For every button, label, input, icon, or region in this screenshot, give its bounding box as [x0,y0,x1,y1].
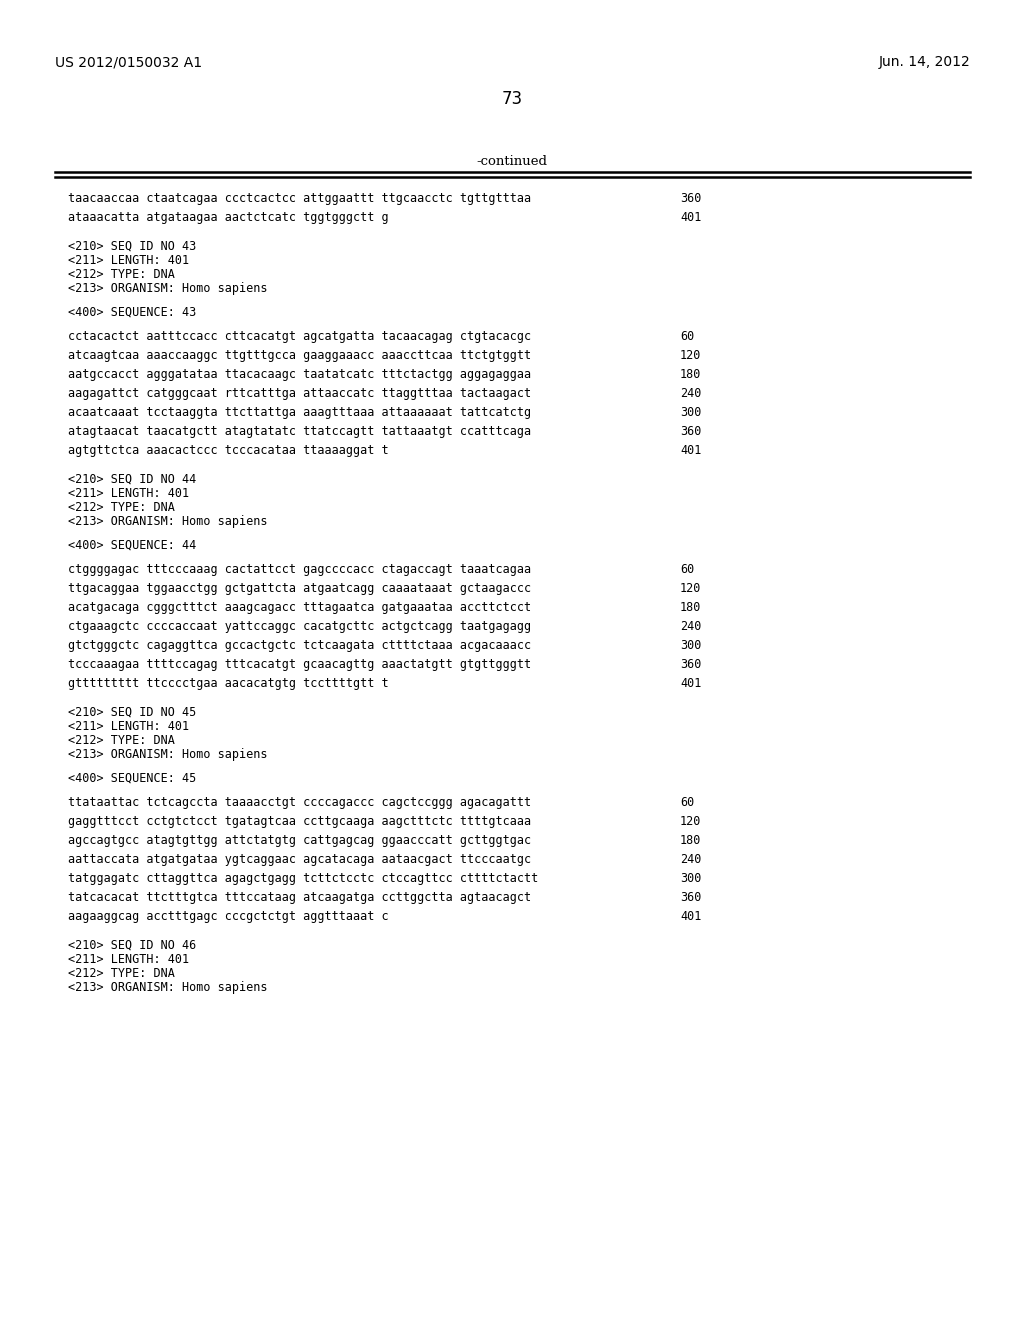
Text: <400> SEQUENCE: 45: <400> SEQUENCE: 45 [68,772,197,785]
Text: <400> SEQUENCE: 44: <400> SEQUENCE: 44 [68,539,197,552]
Text: acatgacaga cgggctttct aaagcagacc tttagaatca gatgaaataa accttctcct: acatgacaga cgggctttct aaagcagacc tttagaa… [68,601,531,614]
Text: ctggggagac tttcccaaag cactattcct gagccccacc ctagaccagt taaatcagaa: ctggggagac tttcccaaag cactattcct gagcccc… [68,564,531,576]
Text: 401: 401 [680,211,701,224]
Text: 60: 60 [680,330,694,343]
Text: <213> ORGANISM: Homo sapiens: <213> ORGANISM: Homo sapiens [68,981,267,994]
Text: <210> SEQ ID NO 45: <210> SEQ ID NO 45 [68,706,197,719]
Text: <210> SEQ ID NO 44: <210> SEQ ID NO 44 [68,473,197,486]
Text: <213> ORGANISM: Homo sapiens: <213> ORGANISM: Homo sapiens [68,282,267,294]
Text: 240: 240 [680,853,701,866]
Text: agccagtgcc atagtgttgg attctatgtg cattgagcag ggaacccatt gcttggtgac: agccagtgcc atagtgttgg attctatgtg cattgag… [68,834,531,847]
Text: 180: 180 [680,834,701,847]
Text: atcaagtcaa aaaccaaggc ttgtttgcca gaaggaaacc aaaccttcaa ttctgtggtt: atcaagtcaa aaaccaaggc ttgtttgcca gaaggaa… [68,348,531,362]
Text: 401: 401 [680,444,701,457]
Text: aagaaggcag acctttgagc cccgctctgt aggtttaaat c: aagaaggcag acctttgagc cccgctctgt aggttta… [68,909,389,923]
Text: 360: 360 [680,891,701,904]
Text: 73: 73 [502,90,522,108]
Text: -continued: -continued [476,154,548,168]
Text: agtgttctca aaacactccc tcccacataa ttaaaaggat t: agtgttctca aaacactccc tcccacataa ttaaaag… [68,444,389,457]
Text: <212> TYPE: DNA: <212> TYPE: DNA [68,968,175,979]
Text: ttgacaggaa tggaacctgg gctgattcta atgaatcagg caaaataaat gctaagaccc: ttgacaggaa tggaacctgg gctgattcta atgaatc… [68,582,531,595]
Text: 300: 300 [680,873,701,884]
Text: 120: 120 [680,582,701,595]
Text: 240: 240 [680,620,701,634]
Text: 180: 180 [680,368,701,381]
Text: Jun. 14, 2012: Jun. 14, 2012 [879,55,970,69]
Text: <212> TYPE: DNA: <212> TYPE: DNA [68,268,175,281]
Text: 300: 300 [680,639,701,652]
Text: ttataattac tctcagccta taaaacctgt ccccagaccc cagctccggg agacagattt: ttataattac tctcagccta taaaacctgt ccccaga… [68,796,531,809]
Text: <211> LENGTH: 401: <211> LENGTH: 401 [68,719,189,733]
Text: 120: 120 [680,814,701,828]
Text: cctacactct aatttccacc cttcacatgt agcatgatta tacaacagag ctgtacacgc: cctacactct aatttccacc cttcacatgt agcatga… [68,330,531,343]
Text: <212> TYPE: DNA: <212> TYPE: DNA [68,734,175,747]
Text: gtctgggctc cagaggttca gccactgctc tctcaagata cttttctaaa acgacaaacc: gtctgggctc cagaggttca gccactgctc tctcaag… [68,639,531,652]
Text: <213> ORGANISM: Homo sapiens: <213> ORGANISM: Homo sapiens [68,748,267,762]
Text: <213> ORGANISM: Homo sapiens: <213> ORGANISM: Homo sapiens [68,515,267,528]
Text: 300: 300 [680,407,701,418]
Text: <211> LENGTH: 401: <211> LENGTH: 401 [68,253,189,267]
Text: <211> LENGTH: 401: <211> LENGTH: 401 [68,487,189,500]
Text: tatggagatc cttaggttca agagctgagg tcttctcctc ctccagttcc cttttctactt: tatggagatc cttaggttca agagctgagg tcttctc… [68,873,539,884]
Text: 360: 360 [680,191,701,205]
Text: tatcacacat ttctttgtca tttccataag atcaagatga ccttggctta agtaacagct: tatcacacat ttctttgtca tttccataag atcaaga… [68,891,531,904]
Text: <212> TYPE: DNA: <212> TYPE: DNA [68,502,175,513]
Text: 360: 360 [680,425,701,438]
Text: tcccaaagaa ttttccagag tttcacatgt gcaacagttg aaactatgtt gtgttgggtt: tcccaaagaa ttttccagag tttcacatgt gcaacag… [68,657,531,671]
Text: gttttttttt ttcccctgaa aacacatgtg tccttttgtt t: gttttttttt ttcccctgaa aacacatgtg tcctttt… [68,677,389,690]
Text: <400> SEQUENCE: 43: <400> SEQUENCE: 43 [68,306,197,319]
Text: US 2012/0150032 A1: US 2012/0150032 A1 [55,55,202,69]
Text: aattaccata atgatgataa ygtcaggaac agcatacaga aataacgact ttcccaatgc: aattaccata atgatgataa ygtcaggaac agcatac… [68,853,531,866]
Text: <211> LENGTH: 401: <211> LENGTH: 401 [68,953,189,966]
Text: <210> SEQ ID NO 43: <210> SEQ ID NO 43 [68,240,197,253]
Text: 240: 240 [680,387,701,400]
Text: 401: 401 [680,677,701,690]
Text: 60: 60 [680,796,694,809]
Text: aatgccacct agggatataa ttacacaagc taatatcatc tttctactgg aggagaggaa: aatgccacct agggatataa ttacacaagc taatatc… [68,368,531,381]
Text: acaatcaaat tcctaaggta ttcttattga aaagtttaaa attaaaaaat tattcatctg: acaatcaaat tcctaaggta ttcttattga aaagttt… [68,407,531,418]
Text: taacaaccaa ctaatcagaa ccctcactcc attggaattt ttgcaacctc tgttgtttaa: taacaaccaa ctaatcagaa ccctcactcc attggaa… [68,191,531,205]
Text: ataaacatta atgataagaa aactctcatc tggtgggctt g: ataaacatta atgataagaa aactctcatc tggtggg… [68,211,389,224]
Text: ctgaaagctc ccccaccaat yattccaggc cacatgcttc actgctcagg taatgagagg: ctgaaagctc ccccaccaat yattccaggc cacatgc… [68,620,531,634]
Text: 401: 401 [680,909,701,923]
Text: atagtaacat taacatgctt atagtatatc ttatccagtt tattaaatgt ccatttcaga: atagtaacat taacatgctt atagtatatc ttatcca… [68,425,531,438]
Text: gaggtttcct cctgtctcct tgatagtcaa ccttgcaaga aagctttctc ttttgtcaaa: gaggtttcct cctgtctcct tgatagtcaa ccttgca… [68,814,531,828]
Text: 180: 180 [680,601,701,614]
Text: <210> SEQ ID NO 46: <210> SEQ ID NO 46 [68,939,197,952]
Text: 120: 120 [680,348,701,362]
Text: 360: 360 [680,657,701,671]
Text: aagagattct catgggcaat rttcatttga attaaccatc ttaggtttaa tactaagact: aagagattct catgggcaat rttcatttga attaacc… [68,387,531,400]
Text: 60: 60 [680,564,694,576]
